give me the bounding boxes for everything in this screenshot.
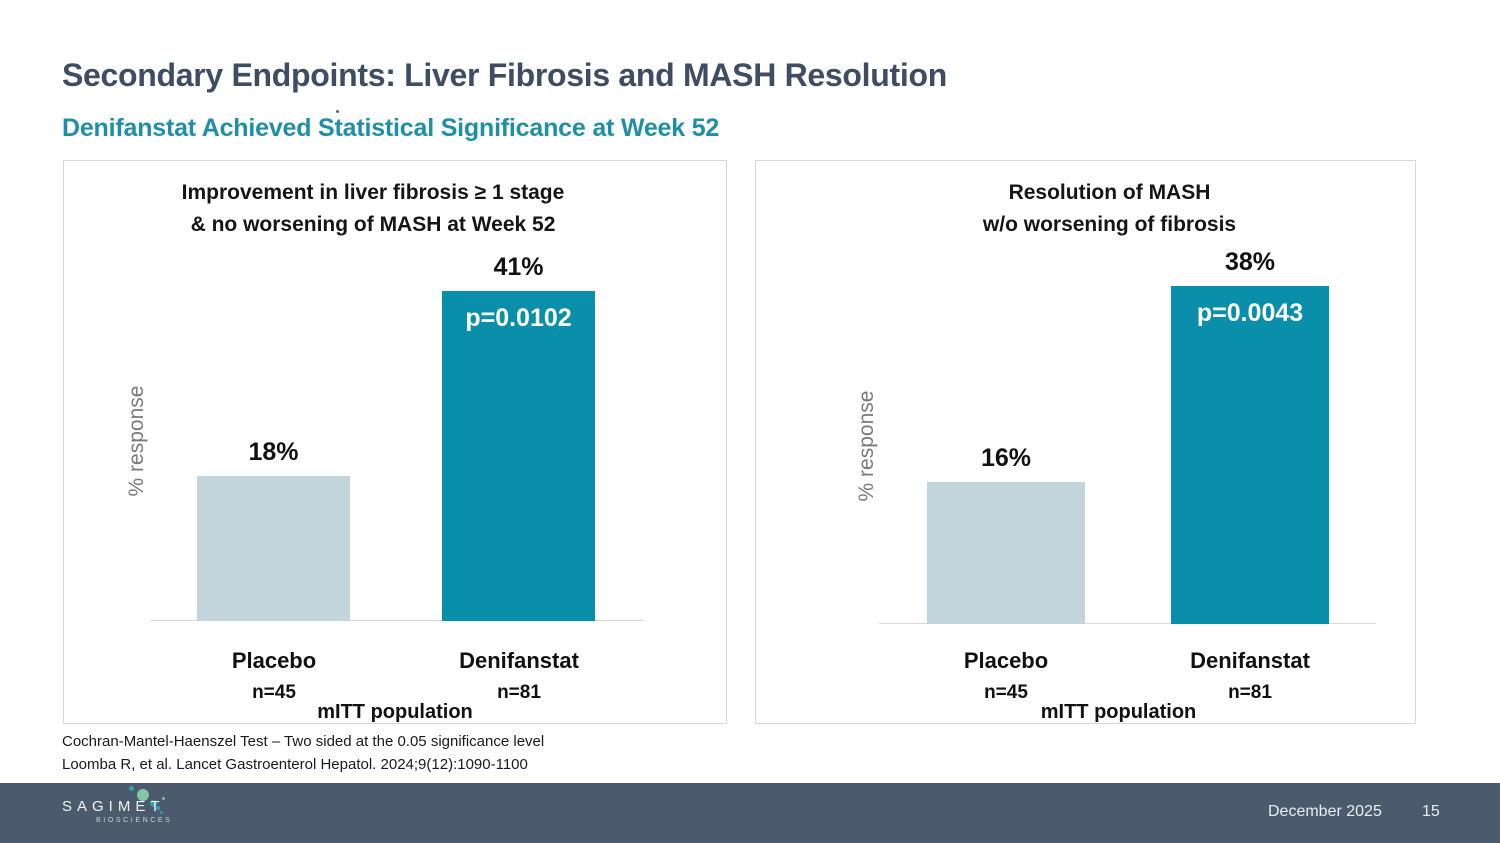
slide-title: Secondary Endpoints: Liver Fibrosis and … (62, 57, 947, 93)
x-axis-line (879, 623, 1376, 624)
x-axis-title: mITT population (317, 701, 473, 723)
chart-title: Improvement in liver fibrosis ≥ 1 stage … (42, 177, 704, 240)
logo-dot-icon (137, 789, 149, 801)
value-label-placebo: 16% (980, 444, 1032, 472)
footnote-statistics: Cochran-Mantel-Haenszel Test – Two sided… (62, 733, 545, 750)
chart-title: Resolution of MASH w/o worsening of fibr… (780, 177, 1439, 240)
p-value-label: p=0.0043 (1196, 299, 1304, 327)
x-axis-title: mITT population (1040, 701, 1197, 723)
bar-denifanstat: 41% p=0.0102 (442, 253, 595, 621)
chart-panel-mash-resolution: Resolution of MASH w/o worsening of fibr… (755, 160, 1416, 724)
category-label-placebo: Placebo (963, 648, 1049, 673)
chart-panel-liver-fibrosis: Improvement in liver fibrosis ≥ 1 stage … (63, 160, 727, 724)
p-value-label: p=0.0102 (465, 304, 572, 332)
value-label-placebo: 18% (248, 438, 299, 466)
stray-dot (336, 110, 339, 113)
chart-title-line2: w/o worsening of fibrosis (982, 212, 1237, 236)
logo-dot-icon (129, 786, 134, 791)
value-label-denifanstat: 38% (1224, 248, 1276, 276)
x-axis-line (150, 620, 644, 621)
category-label-denifanstat: Denifanstat (459, 648, 579, 673)
bar-placebo: 16% (927, 444, 1085, 624)
y-axis-label: % response (125, 385, 148, 497)
value-label-denifanstat: 41% (493, 253, 544, 281)
footer-date: December 2025 (1268, 803, 1382, 820)
footer-page-number: 15 (1422, 803, 1440, 820)
logo-dot-icon (156, 806, 160, 810)
footer-bar: SAGIMET BIOSCIENCES December 2025 15 (0, 783, 1500, 843)
bar-denifanstat: 38% p=0.0043 (1171, 248, 1329, 624)
footnote-reference: Loomba R, et al. Lancet Gastroenterol He… (62, 756, 528, 773)
bar-placebo: 18% (197, 438, 350, 621)
sagimet-logo: SAGIMET BIOSCIENCES (0, 783, 220, 843)
n-label-denifanstat: n=81 (1228, 682, 1272, 703)
logo-dot-icon (150, 800, 157, 807)
logo-dot-icon (162, 797, 165, 800)
logo-dot-icon (160, 811, 163, 814)
chart-title-line1: Improvement in liver fibrosis ≥ 1 stage (181, 181, 565, 204)
n-label-placebo: n=45 (984, 682, 1028, 703)
chart-title-line1: Resolution of MASH (1008, 181, 1211, 204)
category-label-denifanstat: Denifanstat (1190, 648, 1310, 673)
logo-wordmark: SAGIMET (62, 798, 165, 815)
n-label-placebo: n=45 (252, 682, 296, 703)
y-axis-label: % response (855, 390, 878, 502)
n-label-denifanstat: n=81 (497, 682, 541, 703)
slide-subtitle: Denifanstat Achieved Statistical Signifi… (62, 114, 720, 142)
logo-tagline: BIOSCIENCES (96, 817, 173, 824)
category-label-placebo: Placebo (231, 648, 317, 673)
chart-title-line2: & no worsening of MASH at Week 52 (190, 212, 556, 236)
